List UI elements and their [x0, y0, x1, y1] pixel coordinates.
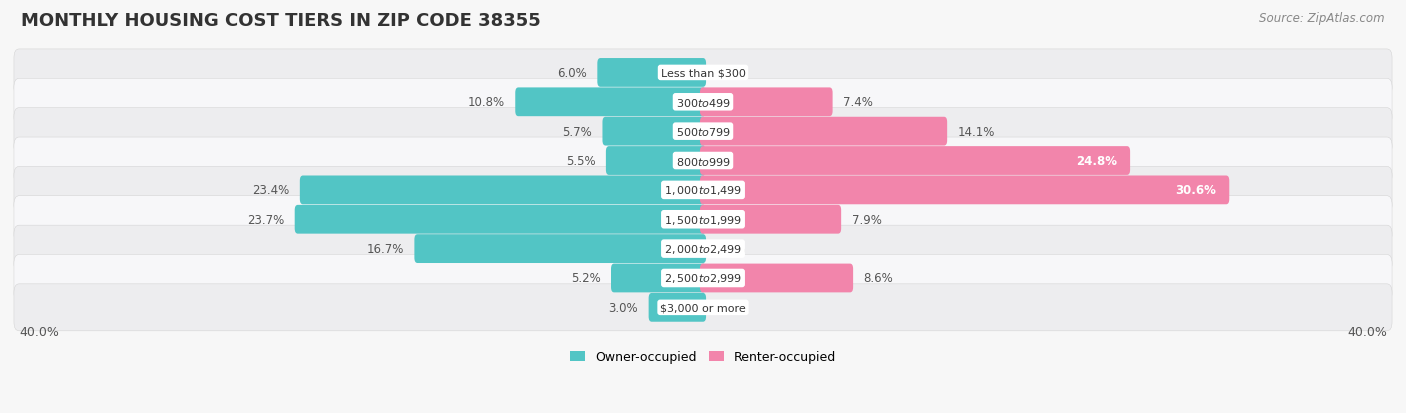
Text: 5.7%: 5.7% [562, 126, 592, 138]
Text: 23.7%: 23.7% [247, 213, 284, 226]
FancyBboxPatch shape [700, 88, 832, 117]
Text: 5.5%: 5.5% [565, 154, 595, 168]
Text: 14.1%: 14.1% [957, 126, 995, 138]
FancyBboxPatch shape [700, 117, 948, 146]
FancyBboxPatch shape [606, 147, 706, 176]
FancyBboxPatch shape [700, 264, 853, 293]
Text: $800 to $999: $800 to $999 [675, 155, 731, 167]
Text: 0.0%: 0.0% [717, 242, 747, 256]
Text: 3.0%: 3.0% [609, 301, 638, 314]
Text: 7.4%: 7.4% [844, 96, 873, 109]
Text: $300 to $499: $300 to $499 [675, 97, 731, 109]
Text: 6.0%: 6.0% [557, 67, 586, 80]
Text: $1,500 to $1,999: $1,500 to $1,999 [664, 213, 742, 226]
Text: 40.0%: 40.0% [20, 325, 59, 338]
Text: 0.0%: 0.0% [717, 301, 747, 314]
Text: 40.0%: 40.0% [1347, 325, 1386, 338]
Text: $2,000 to $2,499: $2,000 to $2,499 [664, 242, 742, 256]
FancyBboxPatch shape [14, 108, 1392, 155]
Text: Less than $300: Less than $300 [661, 68, 745, 78]
Text: 24.8%: 24.8% [1076, 154, 1116, 168]
FancyBboxPatch shape [14, 196, 1392, 243]
FancyBboxPatch shape [612, 264, 706, 293]
Text: 16.7%: 16.7% [367, 242, 404, 256]
FancyBboxPatch shape [14, 50, 1392, 97]
FancyBboxPatch shape [299, 176, 706, 205]
FancyBboxPatch shape [700, 176, 1229, 205]
FancyBboxPatch shape [14, 167, 1392, 214]
FancyBboxPatch shape [700, 147, 1130, 176]
FancyBboxPatch shape [602, 117, 706, 146]
FancyBboxPatch shape [415, 235, 706, 263]
Text: $500 to $799: $500 to $799 [675, 126, 731, 138]
Text: 30.6%: 30.6% [1175, 184, 1216, 197]
Text: 0.0%: 0.0% [717, 67, 747, 80]
Text: 10.8%: 10.8% [468, 96, 505, 109]
Text: 23.4%: 23.4% [252, 184, 290, 197]
FancyBboxPatch shape [14, 79, 1392, 126]
Text: 5.2%: 5.2% [571, 272, 600, 285]
Text: Source: ZipAtlas.com: Source: ZipAtlas.com [1260, 12, 1385, 25]
FancyBboxPatch shape [648, 293, 706, 322]
FancyBboxPatch shape [598, 59, 706, 88]
FancyBboxPatch shape [295, 205, 706, 234]
Text: $2,500 to $2,999: $2,500 to $2,999 [664, 272, 742, 285]
FancyBboxPatch shape [14, 138, 1392, 185]
Text: 7.9%: 7.9% [852, 213, 882, 226]
Text: 8.6%: 8.6% [863, 272, 893, 285]
Text: $3,000 or more: $3,000 or more [661, 303, 745, 313]
FancyBboxPatch shape [14, 284, 1392, 331]
FancyBboxPatch shape [14, 255, 1392, 302]
Text: $1,000 to $1,499: $1,000 to $1,499 [664, 184, 742, 197]
FancyBboxPatch shape [515, 88, 706, 117]
FancyBboxPatch shape [700, 205, 841, 234]
FancyBboxPatch shape [14, 225, 1392, 273]
Legend: Owner-occupied, Renter-occupied: Owner-occupied, Renter-occupied [569, 351, 837, 363]
Text: MONTHLY HOUSING COST TIERS IN ZIP CODE 38355: MONTHLY HOUSING COST TIERS IN ZIP CODE 3… [21, 12, 541, 30]
